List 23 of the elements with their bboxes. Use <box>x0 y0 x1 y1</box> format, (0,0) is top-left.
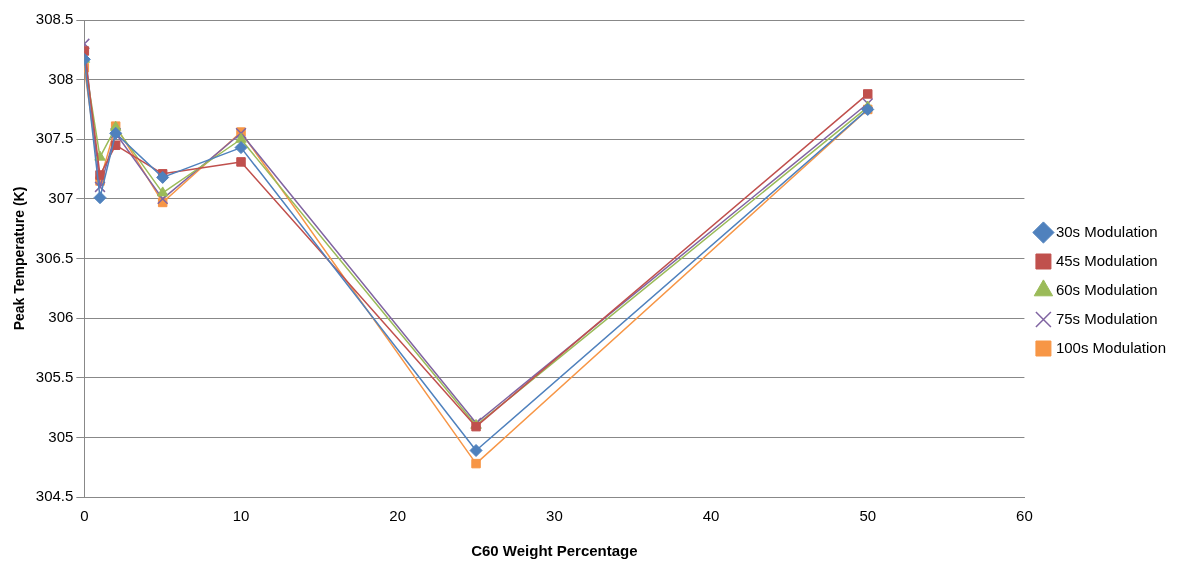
x-tick-label: 20 <box>389 507 407 525</box>
x-tick-label: 60 <box>1016 507 1033 525</box>
legend-label: 45s Modulation <box>1055 251 1158 269</box>
legend-label: 100s Modulation <box>1055 338 1166 356</box>
legend-label: 75s Modulation <box>1055 309 1158 327</box>
x-axis-title: C60 Weight Percentage <box>471 542 638 560</box>
y-tick-label: 305 <box>48 427 74 445</box>
legend-label: 60s Modulation <box>1055 280 1158 298</box>
y-tick-label: 308.5 <box>35 10 74 28</box>
x-tick-label: 0 <box>80 507 89 525</box>
x-tick-label: 50 <box>859 507 877 525</box>
y-tick-label: 305.5 <box>35 367 74 385</box>
y-tick-label: 307 <box>48 189 74 207</box>
legend-label: 30s Modulation <box>1055 222 1158 240</box>
y-tick-label: 307.5 <box>35 129 74 147</box>
x-tick-label: 40 <box>702 507 720 525</box>
y-tick-label: 304.5 <box>35 487 74 505</box>
x-tick-label: 10 <box>232 507 250 525</box>
x-tick-label: 30 <box>546 507 563 525</box>
y-tick-label: 308 <box>48 69 74 87</box>
y-tick-label: 306 <box>48 308 74 326</box>
y-axis-title: Peak Temperature (K) <box>11 186 28 331</box>
y-tick-label: 306.5 <box>35 248 74 266</box>
